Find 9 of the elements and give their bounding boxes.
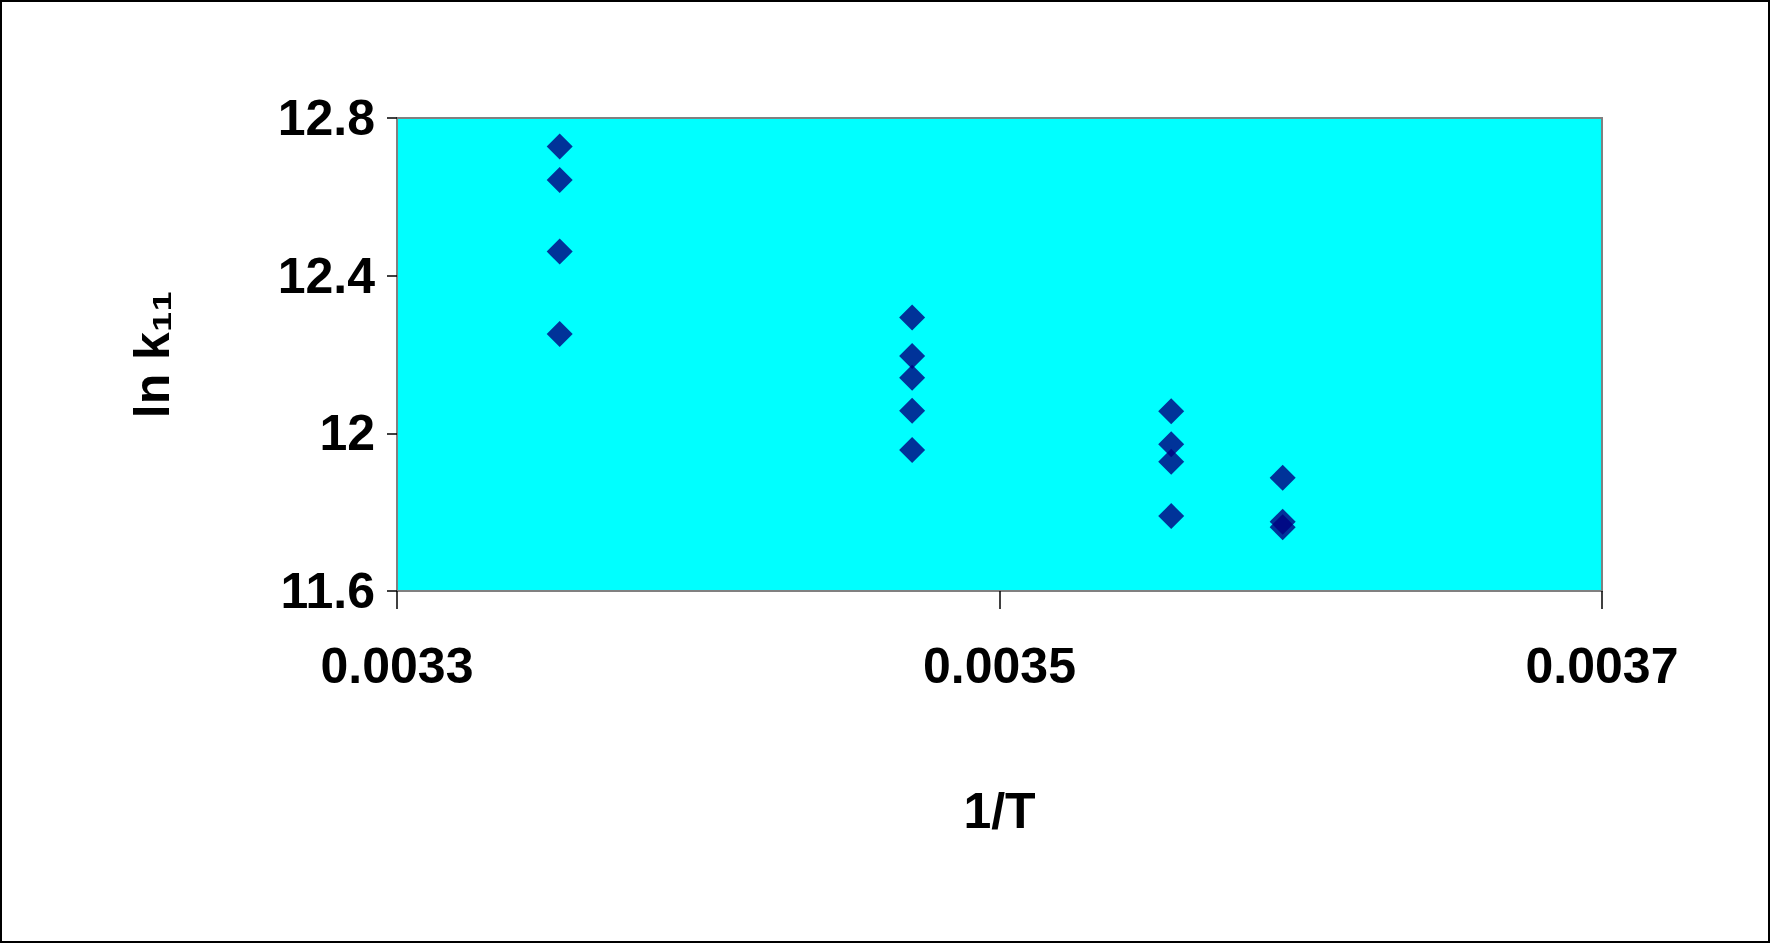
y-tick-label: 12	[319, 405, 375, 462]
x-tick-label: 0.0035	[923, 638, 1076, 694]
y-axis-title: ln k₁₁	[124, 290, 180, 419]
x-axis-title: 1/T	[963, 783, 1036, 839]
x-tick-label: 0.0033	[320, 638, 474, 694]
x-tick-label: 0.0037	[1525, 638, 1679, 694]
y-tick-label: 12.4	[277, 247, 376, 304]
y-tick-label: 12.8	[277, 90, 375, 146]
y-tick-label: 11.6	[280, 563, 375, 619]
